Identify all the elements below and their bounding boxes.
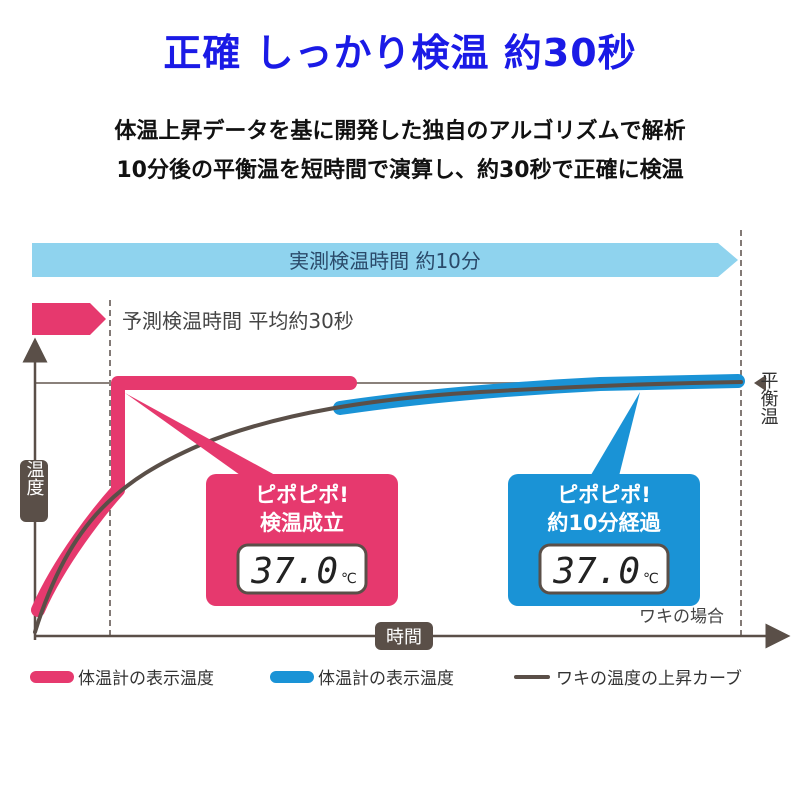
subtitle-line-1: 体温上昇データを基に開発した独自のアルゴリズムで解析 (114, 119, 686, 144)
predict-lcd-reading: 37.0 (250, 551, 338, 592)
actual-lcd-unit: ℃ (643, 571, 659, 587)
predict-lcd (236, 543, 368, 595)
x-axis-label-box (375, 622, 433, 650)
actual-callout-line2: 約10分経過 (547, 511, 661, 535)
x-axis-label: 時間 (386, 627, 422, 648)
legend-label-blue: 体温計の表示温度 (318, 669, 454, 689)
actual-callout-line1: ピポピポ! (557, 483, 651, 507)
body-temperature-curve (33, 380, 743, 634)
predicted-time-arrow (32, 303, 106, 335)
legend-label-dark: ワキの温度の上昇カーブ (556, 668, 742, 689)
actual-time-label: 実測検温時間 約10分 (289, 249, 481, 273)
subtitle-line-2: 10分後の平衡温を短時間で演算し、約30秒で正確に検温 (116, 158, 684, 183)
equilibrium-pointer-icon (754, 375, 766, 391)
equilibrium-label: 平衡温 (758, 371, 779, 425)
predict-callout-pointer (125, 393, 275, 475)
predict-callout-line2: 検温成立 (260, 511, 344, 535)
legend-label-pink: 体温計の表示温度 (78, 669, 214, 689)
predict-lcd-unit: ℃ (341, 571, 357, 587)
site-note: ワキの場合 (639, 607, 724, 627)
page-title: 正確 しっかり検温 約30秒 (163, 31, 637, 75)
y-axis-label-box (20, 460, 48, 522)
y-axis-label: 温度 (24, 460, 45, 496)
actual-time-arrow (32, 243, 738, 277)
actual-callout-pointer (588, 392, 640, 480)
actual-lcd-reading: 37.0 (552, 551, 640, 592)
predict-callout-line1: ピポピポ! (255, 483, 349, 507)
predicted-time-label: 予測検温時間 平均約30秒 (122, 309, 354, 333)
actual-lcd (538, 543, 670, 595)
